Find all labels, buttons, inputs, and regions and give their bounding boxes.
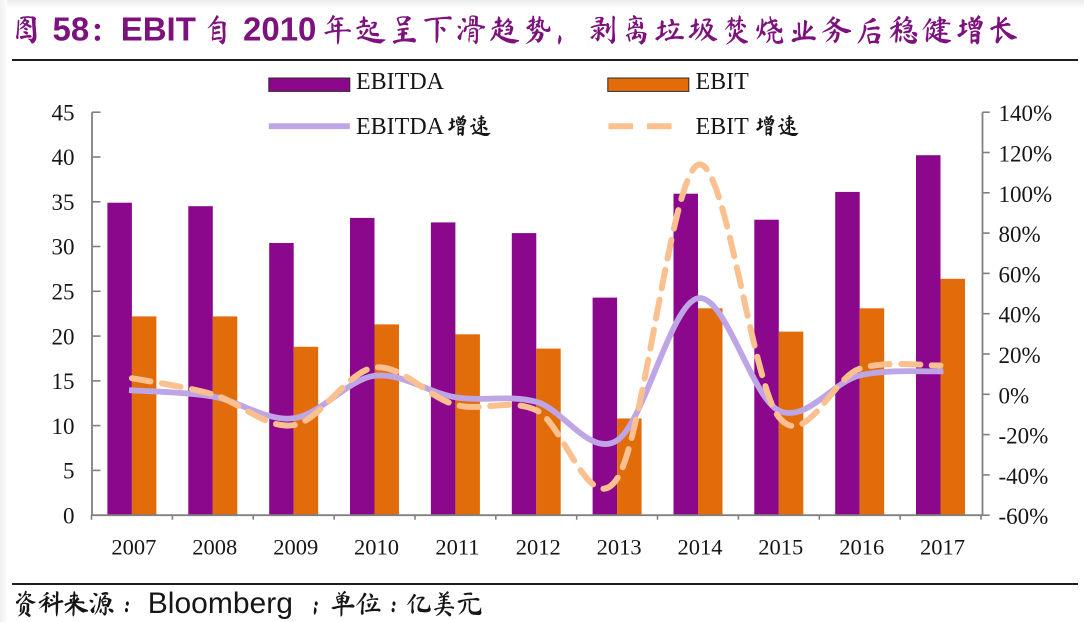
svg-text:EBIT: EBIT bbox=[696, 114, 750, 140]
svg-text:5: 5 bbox=[63, 459, 75, 484]
svg-text:-40%: -40% bbox=[999, 464, 1049, 489]
svg-text:Bloomberg: Bloomberg bbox=[148, 587, 293, 620]
svg-text:140%: 140% bbox=[999, 101, 1053, 126]
svg-text:2012: 2012 bbox=[516, 535, 561, 560]
svg-text:EBITDA: EBITDA bbox=[356, 114, 445, 140]
svg-text:80%: 80% bbox=[999, 222, 1041, 247]
svg-text:10: 10 bbox=[52, 414, 75, 439]
svg-text:2010: 2010 bbox=[354, 535, 399, 560]
svg-text:EBIT: EBIT bbox=[121, 11, 196, 48]
svg-text:100%: 100% bbox=[999, 182, 1053, 207]
svg-text:2010: 2010 bbox=[243, 11, 316, 48]
svg-text:45: 45 bbox=[52, 100, 75, 125]
svg-text:2009: 2009 bbox=[273, 535, 318, 560]
svg-text:15: 15 bbox=[52, 369, 75, 394]
svg-text:2008: 2008 bbox=[192, 535, 237, 560]
svg-text:-20%: -20% bbox=[999, 424, 1049, 449]
svg-text:20: 20 bbox=[52, 324, 75, 349]
svg-text:2007: 2007 bbox=[111, 535, 156, 560]
svg-text:40: 40 bbox=[52, 145, 75, 170]
svg-text:0%: 0% bbox=[999, 383, 1030, 408]
svg-text:25: 25 bbox=[52, 280, 75, 305]
svg-text:35: 35 bbox=[52, 190, 75, 215]
svg-text:2017: 2017 bbox=[920, 535, 965, 560]
svg-text:2014: 2014 bbox=[678, 535, 723, 560]
svg-text:EBITDA: EBITDA bbox=[356, 69, 445, 95]
svg-text:120%: 120% bbox=[999, 142, 1053, 167]
svg-text:-60%: -60% bbox=[999, 504, 1049, 529]
svg-text:30: 30 bbox=[52, 235, 75, 260]
svg-text:58: 58 bbox=[53, 11, 90, 48]
svg-text:2011: 2011 bbox=[435, 535, 479, 560]
svg-text:2013: 2013 bbox=[597, 535, 642, 560]
svg-text:2015: 2015 bbox=[758, 535, 803, 560]
svg-text:0: 0 bbox=[63, 503, 75, 528]
svg-text:EBIT: EBIT bbox=[696, 69, 750, 95]
svg-text:20%: 20% bbox=[999, 343, 1041, 368]
svg-text:60%: 60% bbox=[999, 262, 1041, 287]
svg-text:40%: 40% bbox=[999, 303, 1041, 328]
svg-text:2016: 2016 bbox=[839, 535, 884, 560]
